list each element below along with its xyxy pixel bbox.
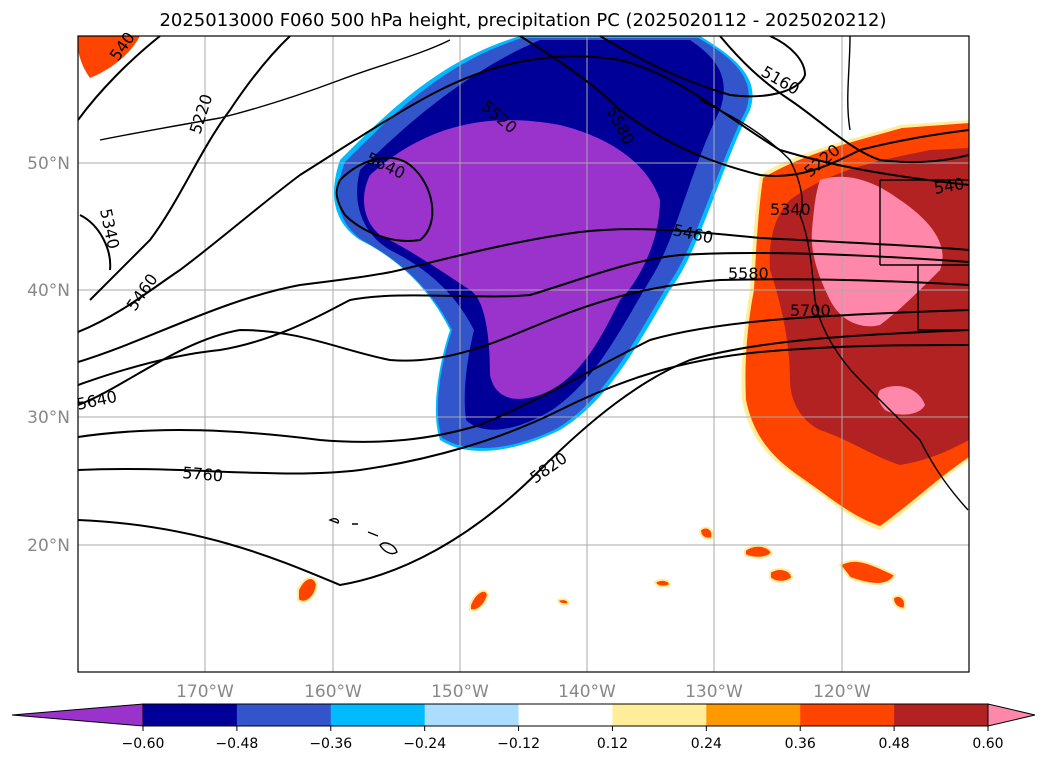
colorbar-extend-high: [987, 703, 1036, 727]
contour-label: 5700: [790, 301, 831, 320]
lat-tick: 30°N: [27, 408, 70, 428]
pos-shade-pink: [811, 176, 943, 327]
pos-shade-blob: [297, 577, 319, 603]
lat-axis: 50°N 40°N 30°N 20°N: [27, 154, 70, 556]
colorbar-tick-label: −0.36: [309, 736, 352, 752]
lon-tick: 150°W: [431, 682, 489, 702]
shaded-fields: [78, 36, 969, 612]
lon-tick: 160°W: [304, 682, 362, 702]
contour-label: 5340: [770, 200, 811, 219]
colorbar-tick-label: −0.60: [122, 736, 165, 752]
colorbar-tick-label: 0.36: [785, 736, 816, 752]
colorbar-segment: [424, 704, 520, 726]
colorbar-segment: [330, 704, 426, 726]
neg-shade-purple: [364, 120, 660, 399]
lon-tick: 120°W: [813, 682, 871, 702]
pos-shade-pink-south: [877, 385, 925, 415]
map-panel: 5160 5220 5220 5340 5340 540 540 5460 54…: [75, 28, 970, 673]
colorbar-tick-label: −0.48: [215, 736, 258, 752]
colorbar-tick-label: −0.12: [497, 736, 540, 752]
colorbar-segment: [236, 704, 332, 726]
lat-tick: 20°N: [27, 536, 70, 556]
lon-tick: 140°W: [558, 682, 616, 702]
colorbar-segment: [800, 704, 895, 726]
contour-label: 5760: [182, 463, 224, 485]
colorbar-tick-label: 0.48: [879, 736, 910, 752]
pos-shade-blob: [556, 598, 570, 606]
colorbar-tick-label: 0.60: [972, 736, 1003, 752]
lat-tick: 40°N: [27, 281, 70, 301]
lon-axis: 170°W 160°W 150°W 140°W 130°W 120°W: [176, 682, 871, 702]
colorbar-tick-label: −0.24: [403, 736, 446, 752]
graticule: [78, 36, 969, 672]
colorbar-segment: [706, 704, 801, 726]
lat-tick: 50°N: [27, 154, 70, 174]
colorbar-segment: [143, 704, 238, 726]
colorbar-frame: [142, 703, 989, 727]
pos-shade-blob: [744, 544, 774, 559]
colorbar: −0.60 −0.48 −0.36 −0.24 −0.12 0.12 0.24 0.36 0.4…: [11, 703, 1036, 752]
colorbar-segment: [518, 704, 613, 726]
pos-shade-blob: [838, 559, 897, 585]
map-title: 2025013000 F060 500 hPa height, precipit…: [159, 10, 886, 31]
pos-shade-blob: [769, 568, 794, 583]
height-contours: [78, 36, 969, 587]
colorbar-segment: [612, 704, 707, 726]
colorbar-segment: [894, 704, 989, 726]
pos-shade-nw-corner: [78, 36, 140, 78]
contour-label: 5580: [728, 264, 769, 283]
pos-shade-blob: [698, 526, 714, 540]
lon-tick: 170°W: [176, 682, 234, 702]
colorbar-extend-low: [11, 703, 144, 727]
colorbar-tick-label: 0.12: [597, 736, 628, 752]
pos-shade-blob: [653, 578, 672, 588]
lon-tick: 130°W: [685, 682, 743, 702]
pos-shade-blob: [891, 594, 906, 611]
pos-shade-blob: [469, 589, 490, 612]
colorbar-tick-label: 0.24: [691, 736, 722, 752]
